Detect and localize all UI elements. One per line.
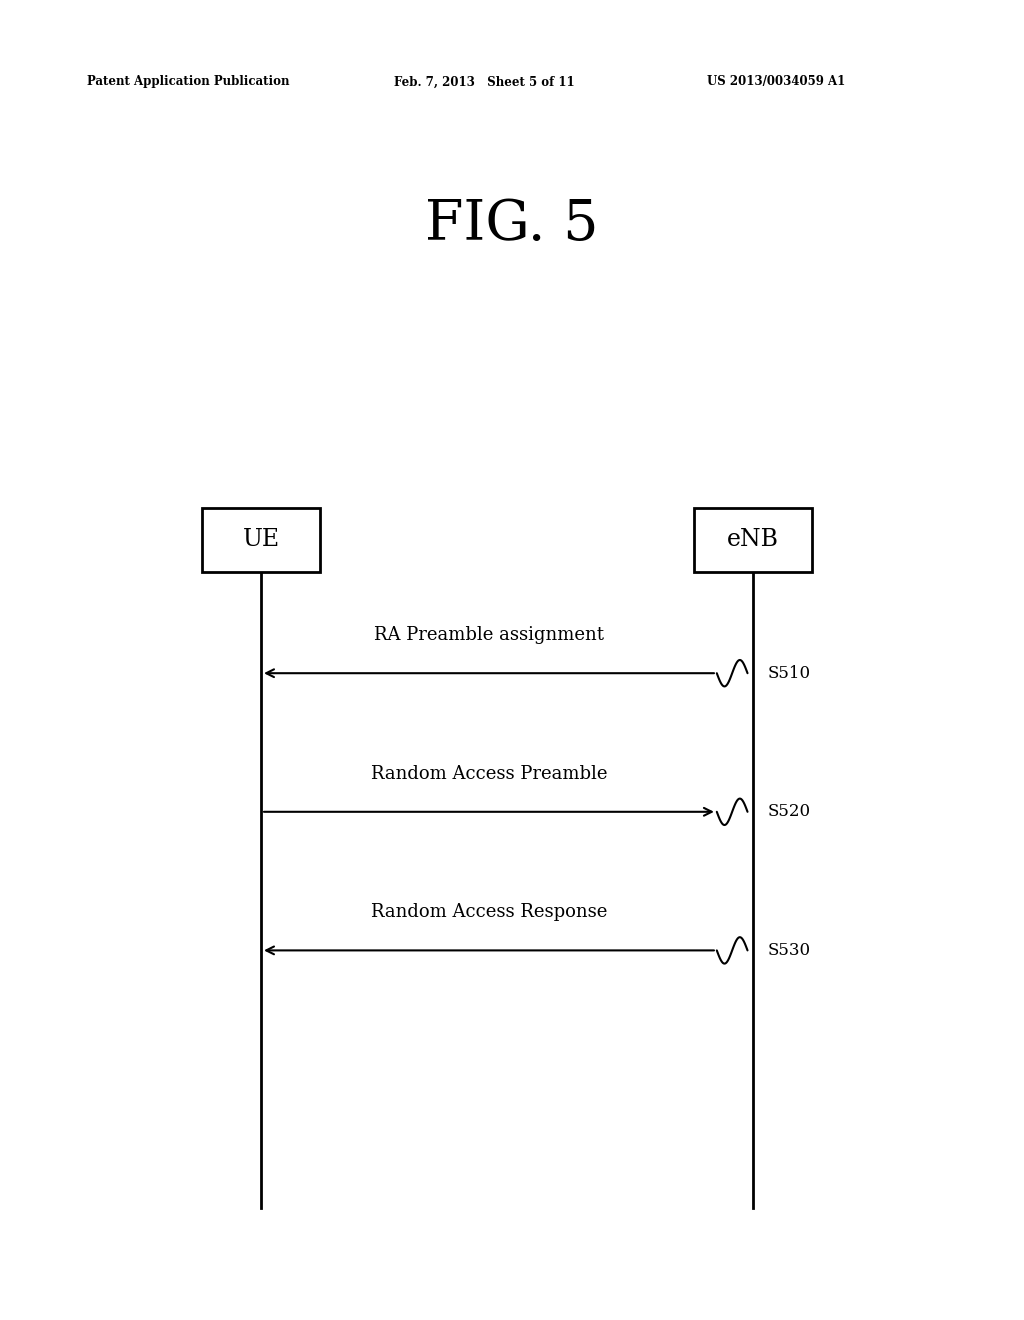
Text: UE: UE <box>243 528 280 552</box>
Text: Random Access Response: Random Access Response <box>371 903 607 921</box>
Text: S510: S510 <box>768 665 811 681</box>
Text: FIG. 5: FIG. 5 <box>425 197 599 252</box>
Text: S520: S520 <box>768 804 811 820</box>
Text: RA Preamble assignment: RA Preamble assignment <box>374 626 604 644</box>
Text: Random Access Preamble: Random Access Preamble <box>371 764 607 783</box>
Bar <box>203 508 319 572</box>
Text: eNB: eNB <box>727 528 778 552</box>
Bar <box>694 508 811 572</box>
Text: Feb. 7, 2013   Sheet 5 of 11: Feb. 7, 2013 Sheet 5 of 11 <box>394 75 574 88</box>
Text: Patent Application Publication: Patent Application Publication <box>87 75 290 88</box>
Text: S530: S530 <box>768 942 811 958</box>
Text: US 2013/0034059 A1: US 2013/0034059 A1 <box>707 75 845 88</box>
